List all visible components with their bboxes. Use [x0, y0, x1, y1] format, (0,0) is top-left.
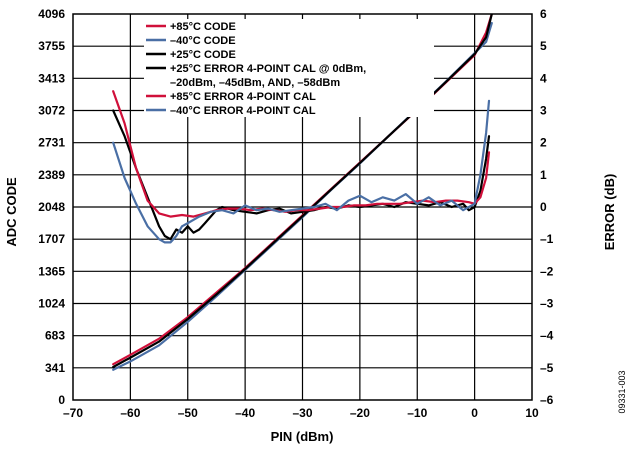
plot-border [72, 13, 533, 401]
legend-label: +85°C ERROR 4-POINT CAL [170, 91, 316, 103]
legend: +85°C CODE–40°C CODE+25°C CODE+25°C ERRO… [144, 19, 434, 117]
legend-label-continued: –20dBm, –45dBm, AND, –58dBm [170, 77, 340, 89]
legend-item: –40°C ERROR 4-POINT CAL [144, 103, 434, 117]
y-right-tick-label: 5 [540, 39, 547, 53]
y-left-tick-label: 1365 [38, 264, 65, 278]
legend-item-background [144, 47, 434, 61]
x-tick-label: –60 [120, 406, 140, 420]
y-left-tick-label: 3413 [38, 71, 65, 85]
x-tick-label: –10 [407, 406, 427, 420]
series-group [112, 14, 493, 371]
y-right-tick-label: –2 [540, 264, 554, 278]
y-right-tick-labels: –6 –5 –4 –3 –2 –1 0 1 2 3 4 5 6 [540, 7, 554, 407]
y-right-tick-label: 1 [540, 168, 547, 182]
x-axis-title: PIN (dBm) [271, 429, 334, 444]
y-right-tick-label: 3 [540, 104, 547, 118]
legend-item-background [144, 19, 434, 33]
y-right-tick-label: –1 [540, 232, 554, 246]
y-left-tick-label: 4096 [38, 7, 65, 21]
legend-label: –40°C ERROR 4-POINT CAL [170, 105, 316, 117]
y-left-tick-label: 2731 [38, 136, 65, 150]
y-right-tick-label: –3 [540, 297, 554, 311]
legend-item: +25°C ERROR 4-POINT CAL @ 0dBm, –20dBm, –… [144, 61, 434, 89]
y-left-tick-label: 1707 [38, 232, 65, 246]
figure-id: 09331-003 [617, 370, 627, 413]
legend-label: +25°C ERROR 4-POINT CAL @ 0dBm, [170, 63, 366, 75]
y-right-tick-label: 6 [540, 7, 547, 21]
series-line-5 [112, 90, 491, 218]
x-tick-labels: –70 –60 –50 –40 –30 –20 –10 0 10 [63, 406, 539, 420]
legend-item: +85°C ERROR 4-POINT CAL [144, 89, 434, 103]
y-left-tick-label: 2389 [38, 168, 65, 182]
x-tick-label: –50 [178, 406, 198, 420]
y-right-tick-label: –5 [540, 361, 554, 375]
series-line-6 [112, 99, 491, 244]
series-line-3 [112, 14, 493, 369]
legend-item: +85°C CODE [144, 19, 434, 33]
y-right-tick-label: 4 [540, 71, 547, 85]
y-left-tick-label: 2048 [38, 200, 65, 214]
y-left-tick-label: 1024 [38, 297, 65, 311]
y-left-tick-label: 0 [58, 393, 65, 407]
legend-item-background [144, 103, 434, 117]
x-tick-label: –30 [292, 406, 312, 420]
x-tick-label: –20 [350, 406, 370, 420]
y-left-axis-title: ADC CODE [4, 177, 19, 247]
x-tick-label: –70 [63, 406, 83, 420]
y-left-tick-label: 683 [45, 329, 65, 343]
plot-frame [72, 13, 533, 401]
y-right-tick-label: –6 [540, 393, 554, 407]
legend-item: –40°C CODE [144, 33, 434, 47]
legend-item-background [144, 33, 434, 47]
x-tick-label: 0 [471, 406, 478, 420]
y-right-axis-title: ERROR (dB) [602, 174, 617, 251]
y-right-tick-label: –4 [540, 329, 554, 343]
legend-item-background [144, 89, 434, 103]
y-right-tick-label: 0 [540, 200, 547, 214]
x-tick-label: 10 [525, 406, 539, 420]
x-tick-label: –40 [235, 406, 255, 420]
legend-label: –40°C CODE [170, 35, 236, 47]
y-left-tick-labels: 0 341 683 1024 1365 1707 2048 2389 2731 3072 3413 3… [38, 7, 65, 407]
y-left-tick-label: 341 [45, 361, 65, 375]
y-left-tick-label: 3072 [38, 104, 65, 118]
legend-item: +25°C CODE [144, 47, 434, 61]
y-right-tick-label: 2 [540, 136, 547, 150]
y-left-tick-label: 3755 [38, 39, 65, 53]
legend-label: +25°C CODE [170, 49, 236, 61]
legend-label: +85°C CODE [170, 21, 236, 33]
legend-item-background [144, 61, 434, 89]
